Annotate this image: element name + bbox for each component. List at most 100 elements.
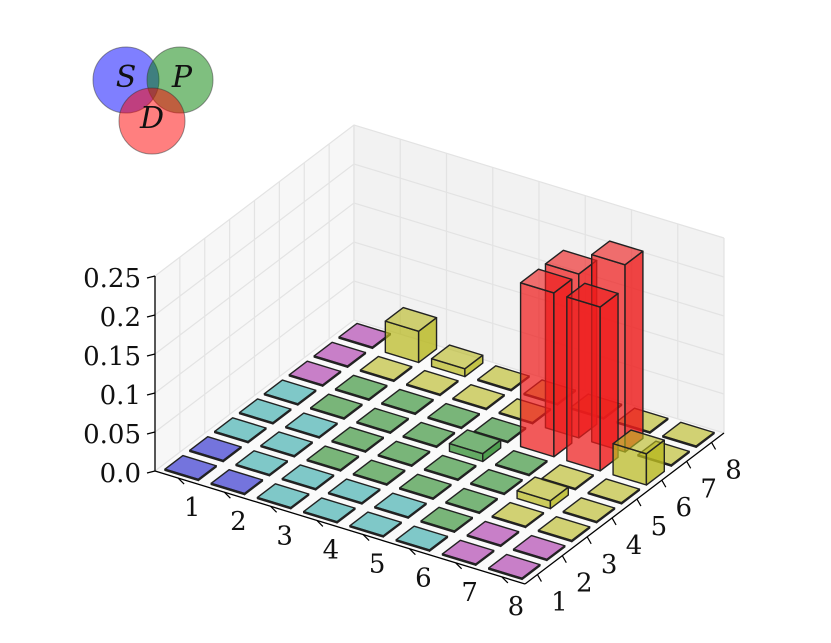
- bar-top: [189, 436, 242, 462]
- tick-mark: [536, 574, 542, 582]
- bar-top: [164, 454, 217, 481]
- venn-label-d: D: [139, 101, 164, 136]
- bar-top: [352, 459, 406, 485]
- bar-top: [516, 476, 569, 502]
- bar-8-3: [537, 516, 591, 543]
- bar-5-4: [423, 454, 477, 482]
- tick-mark: [686, 461, 692, 469]
- tick-mark: [455, 562, 463, 570]
- bar-8-8: [662, 421, 715, 448]
- x-tick-label: 3: [276, 521, 293, 551]
- x-tick-label: 4: [323, 535, 340, 565]
- x-tick-label: 6: [415, 564, 432, 594]
- bar-top: [423, 454, 477, 480]
- tick-mark: [501, 576, 509, 584]
- tick-mark: [611, 517, 617, 526]
- z-tick-label: 0.05: [83, 420, 141, 450]
- tick-mark: [586, 536, 592, 545]
- tick-mark: [146, 353, 156, 357]
- bar-face: [519, 282, 555, 458]
- bar-top: [537, 516, 591, 542]
- z-tick-label: 0.0: [100, 459, 141, 489]
- bar-top: [327, 478, 381, 504]
- bar-top: [544, 249, 598, 275]
- bar-1-1: [164, 454, 217, 482]
- bar-1-3: [214, 417, 267, 444]
- bar-2-2: [235, 450, 288, 477]
- y-tick-label: 4: [626, 531, 643, 561]
- bar-3-6: [381, 388, 434, 416]
- bar-top: [384, 306, 438, 333]
- bar-8-1: [488, 553, 541, 581]
- bar-8-2: [512, 534, 566, 562]
- bar-3-1: [256, 483, 310, 510]
- bar-top: [374, 492, 427, 518]
- bar-8-6: [612, 429, 665, 486]
- tick-mark: [177, 477, 185, 485]
- bar-top: [473, 417, 527, 443]
- bar-top: [256, 483, 310, 509]
- bar-face: [566, 296, 601, 472]
- bar-top: [491, 501, 545, 528]
- tick-mark: [146, 392, 156, 396]
- tick-mark: [661, 479, 667, 488]
- bar-6-6: [519, 268, 573, 458]
- bar-1-5: [263, 379, 317, 406]
- bar-top: [260, 431, 313, 457]
- bar-top: [566, 282, 619, 308]
- bar-top: [381, 388, 434, 414]
- tick-mark: [270, 505, 278, 513]
- bar-top: [402, 421, 456, 447]
- left-axis-line: [154, 470, 526, 585]
- bar-top: [334, 374, 388, 400]
- bar-8-4: [562, 497, 616, 524]
- x-tick-label: 7: [461, 578, 478, 608]
- bar-2-8: [384, 306, 438, 364]
- tick-mark: [362, 534, 370, 541]
- bar-3-4: [331, 426, 384, 453]
- y-tick-label: 5: [651, 512, 668, 542]
- bar-3-7: [406, 369, 459, 397]
- bar-2-7: [359, 355, 413, 383]
- z-tick-label: 0.15: [83, 342, 141, 372]
- bar-3-2: [281, 464, 335, 491]
- bar-6-3: [445, 487, 498, 515]
- bar-5-3: [399, 473, 452, 500]
- bar-top: [281, 464, 335, 490]
- venn-legend: S PD: [92, 46, 214, 155]
- bar-4-3: [352, 459, 406, 486]
- tick-mark: [408, 548, 416, 556]
- bar-8-5: [587, 478, 641, 505]
- bar-top: [338, 322, 391, 348]
- bar-top: [349, 511, 402, 537]
- bar-top: [587, 478, 641, 504]
- y-tick-label: 8: [725, 455, 742, 485]
- bar-top: [420, 506, 473, 532]
- bar-6-2: [420, 506, 473, 533]
- bar-top: [612, 429, 665, 455]
- y-tick-label: 1: [551, 588, 568, 618]
- bar-top: [470, 468, 523, 495]
- x-tick-label: 1: [184, 493, 201, 523]
- tick-mark: [636, 498, 642, 507]
- bar-top: [448, 429, 502, 455]
- bar-3-5: [356, 407, 409, 434]
- bar-top: [406, 369, 459, 396]
- bar-top: [331, 426, 384, 452]
- bar-4-1: [303, 497, 356, 524]
- bar-top: [313, 341, 367, 367]
- bar-7-6: [566, 282, 619, 472]
- bar-2-1: [210, 469, 264, 496]
- bar-top: [288, 360, 342, 386]
- x-tick-label: 5: [369, 550, 386, 580]
- bar-7-2: [466, 520, 520, 548]
- z-tick-label: 0.1: [100, 381, 141, 411]
- bar-4-4: [377, 440, 431, 467]
- bar-4-6: [427, 402, 480, 430]
- bar-top: [399, 473, 452, 499]
- bar-7-3: [491, 501, 545, 529]
- bar-5-2: [374, 492, 427, 519]
- bar-top: [512, 534, 566, 561]
